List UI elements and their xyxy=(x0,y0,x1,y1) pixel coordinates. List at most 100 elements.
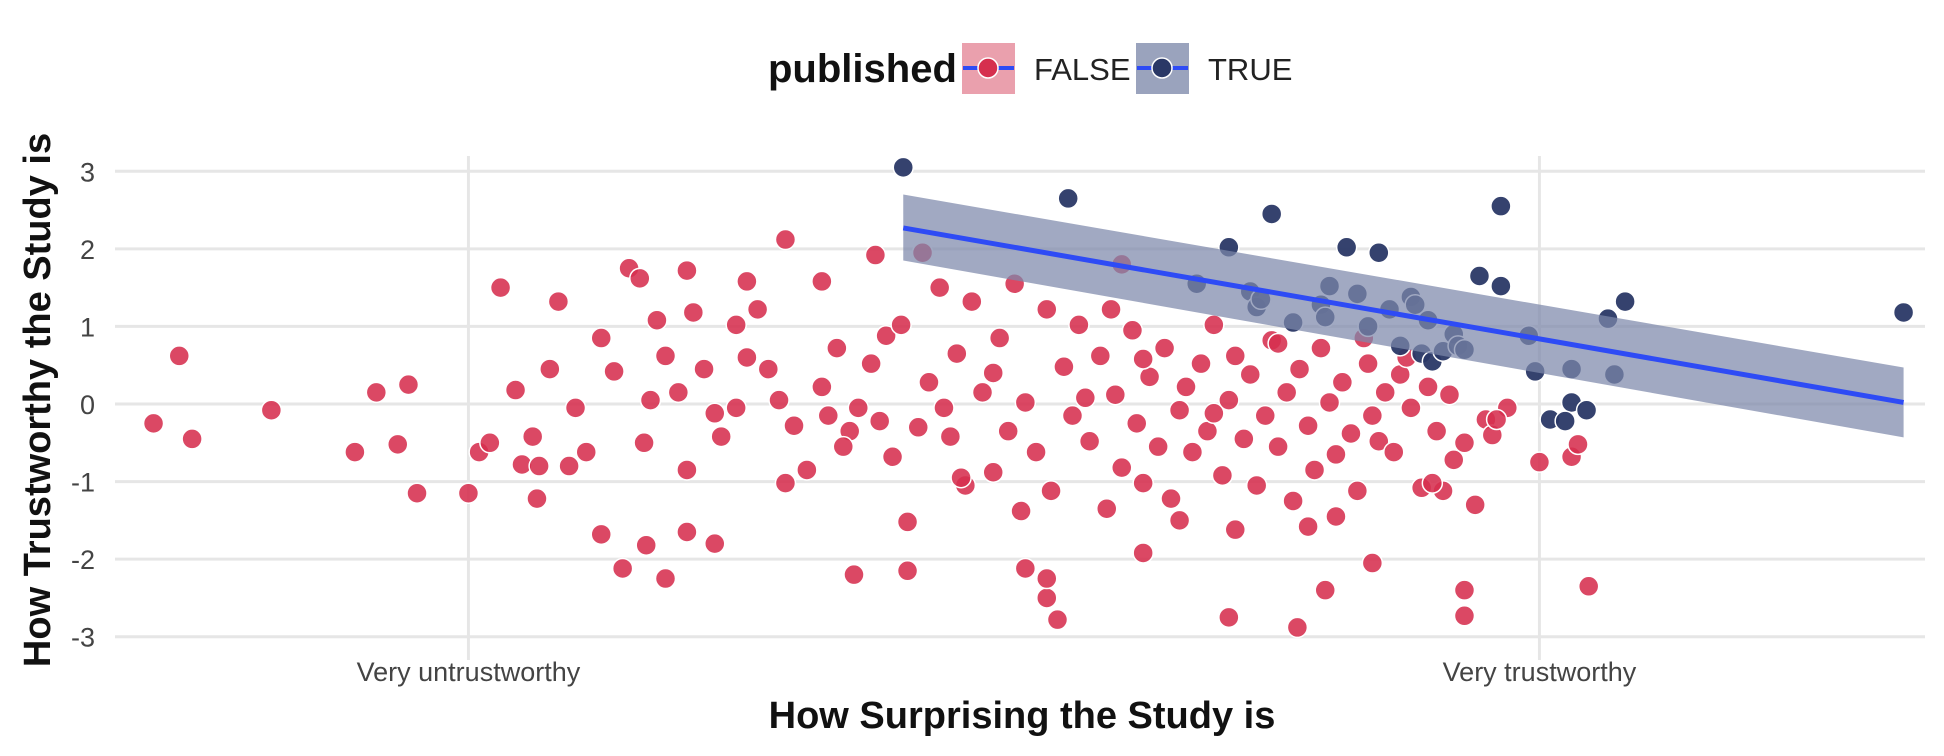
point-false xyxy=(811,270,833,293)
point-false xyxy=(1233,428,1255,450)
point-false xyxy=(1203,402,1225,425)
point-false xyxy=(961,290,983,313)
point-true xyxy=(1554,410,1576,432)
legend: published FALSE TRUE xyxy=(768,43,1292,94)
point-false xyxy=(1138,366,1161,388)
point-false xyxy=(181,428,203,450)
point-false xyxy=(997,420,1019,442)
point-false xyxy=(796,459,818,481)
point-false xyxy=(896,511,919,533)
point-false xyxy=(774,472,797,494)
point-false xyxy=(489,276,512,299)
point-false xyxy=(736,346,758,369)
point-false xyxy=(1417,376,1439,398)
point-false xyxy=(260,399,283,421)
point-false xyxy=(890,314,912,336)
point-false xyxy=(843,563,865,586)
x-tick-label: Very trustworthy xyxy=(1443,657,1637,687)
point-false xyxy=(725,397,747,419)
point-false xyxy=(704,532,726,555)
point-false xyxy=(558,455,580,477)
point-false xyxy=(725,314,747,336)
y-tick-label: 1 xyxy=(80,312,95,342)
point-false xyxy=(946,342,968,365)
point-false xyxy=(939,425,962,448)
point-false xyxy=(1245,474,1268,497)
point-false xyxy=(768,389,790,411)
point-false xyxy=(1121,319,1144,342)
y-tick-label: -3 xyxy=(71,623,95,653)
point-false xyxy=(918,371,940,394)
point-false xyxy=(1357,352,1379,375)
point-false xyxy=(168,345,191,367)
point-false xyxy=(1224,518,1247,541)
point-true xyxy=(1468,265,1491,287)
point-false xyxy=(1239,363,1262,386)
point-false xyxy=(1331,371,1354,394)
point-false xyxy=(603,360,625,383)
point-true xyxy=(1490,195,1512,217)
point-false xyxy=(667,381,690,404)
point-false xyxy=(1443,449,1465,471)
point-false xyxy=(397,373,420,396)
point-false xyxy=(676,459,698,481)
point-false xyxy=(1288,358,1311,380)
point-false xyxy=(639,389,662,411)
legend-title: published xyxy=(768,47,957,91)
point-false xyxy=(521,425,544,448)
y-tick-label: -2 xyxy=(71,545,95,575)
point-false xyxy=(1096,497,1118,520)
legend-key-true-point xyxy=(1151,57,1173,79)
y-axis-title: How Trustworthy the Study is xyxy=(17,133,59,667)
point-false xyxy=(504,379,527,401)
regression-line xyxy=(902,225,1905,405)
point-false xyxy=(1421,472,1444,494)
point-false xyxy=(1224,345,1247,367)
y-tick-label: 3 xyxy=(80,157,95,187)
point-false xyxy=(1567,433,1589,456)
point-false xyxy=(1036,567,1058,590)
point-false xyxy=(629,267,651,290)
point-false xyxy=(539,358,561,380)
point-false xyxy=(1078,430,1101,452)
point-false xyxy=(1485,408,1508,431)
point-false xyxy=(1211,464,1234,487)
point-false xyxy=(676,521,698,543)
point-false xyxy=(971,381,994,404)
point-false xyxy=(1025,441,1047,463)
point-true xyxy=(1490,275,1512,297)
point-false xyxy=(654,567,677,590)
point-false xyxy=(611,557,634,580)
point-false xyxy=(1383,441,1405,463)
point-false xyxy=(682,301,705,324)
point-false xyxy=(864,244,887,266)
point-false xyxy=(344,441,366,463)
point-false xyxy=(1310,337,1332,359)
point-false xyxy=(1053,356,1075,378)
point-false xyxy=(811,376,833,398)
x-axis-tick-labels: Very untrustworthy Very trustworthy xyxy=(357,657,1637,687)
point-false xyxy=(1361,404,1384,427)
point-false xyxy=(1168,509,1191,532)
point-false xyxy=(1218,606,1240,629)
point-false xyxy=(564,397,587,419)
point-false xyxy=(1068,314,1090,336)
point-false xyxy=(704,402,726,425)
point-false xyxy=(1297,414,1319,437)
point-false xyxy=(1267,332,1289,355)
point-false xyxy=(479,432,501,454)
legend-key-false xyxy=(962,43,1015,94)
point-false xyxy=(832,435,855,458)
point-false xyxy=(1286,616,1309,639)
point-false xyxy=(1464,494,1486,516)
point-false xyxy=(646,309,668,331)
point-false xyxy=(1160,487,1182,510)
point-false xyxy=(1100,298,1122,321)
point-false xyxy=(896,560,919,582)
point-true xyxy=(1260,203,1283,225)
point-false xyxy=(1368,430,1390,452)
point-false xyxy=(881,446,904,468)
point-false xyxy=(1267,435,1289,458)
point-false xyxy=(365,381,388,404)
